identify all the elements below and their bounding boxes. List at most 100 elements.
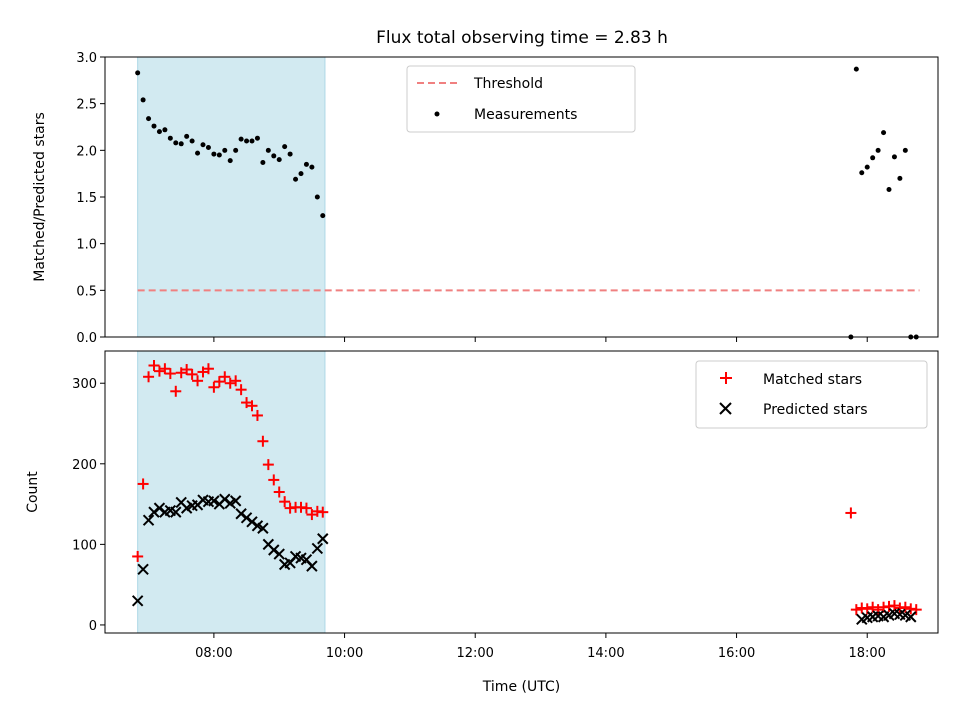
measurement-point (314, 194, 320, 200)
measurement-point (238, 136, 244, 142)
predicted-point (235, 508, 247, 520)
predicted-point (208, 495, 220, 507)
measurement-point (200, 142, 206, 148)
predicted-point (268, 544, 280, 556)
measurement-point (140, 97, 146, 103)
measurement-point (135, 70, 141, 76)
predicted-point (311, 542, 324, 555)
measurement-point (260, 159, 266, 165)
measurement-point (276, 157, 282, 163)
predicted-point (219, 493, 231, 505)
predicted-point (142, 514, 155, 526)
matched-stars-series (132, 360, 922, 616)
y-tick-label: 0.5 (76, 284, 97, 299)
legend-predicted-label: Predicted stars (763, 402, 868, 418)
x-tick-label: 12:00 (456, 646, 493, 661)
predicted-point (246, 516, 258, 528)
matched-point (279, 496, 291, 508)
y-tick-label: 100 (72, 538, 97, 553)
observing-span-top (137, 56, 326, 338)
matched-point (246, 400, 258, 412)
measurement-point (303, 161, 309, 167)
matched-point (164, 368, 176, 380)
measurement-point (293, 176, 299, 182)
ratio-legend-box (406, 65, 636, 133)
matched-point (230, 375, 242, 387)
legend-measurements-swatch (434, 111, 440, 117)
measurement-point (881, 130, 887, 136)
measurement-point (146, 116, 152, 122)
measurement-point (287, 151, 293, 157)
ratio-y-label: Matched/Predicted stars (32, 112, 48, 282)
matched-point (910, 604, 922, 616)
measurement-point (254, 135, 260, 141)
matched-point (202, 363, 214, 375)
matched-point (192, 375, 204, 387)
measurement-point (211, 151, 217, 157)
measurement-point (271, 153, 277, 159)
matched-point (186, 368, 198, 380)
matched-point (159, 363, 171, 375)
measurement-point (265, 147, 271, 153)
y-tick-label: 1.0 (76, 238, 97, 253)
count-y-axis: 0 100 200 300 (72, 377, 105, 634)
predicted-point (306, 560, 318, 572)
predicted-point (137, 563, 149, 576)
predicted-point (170, 506, 182, 518)
y-tick-label: 2.0 (76, 144, 97, 159)
matched-point (235, 384, 247, 396)
legend-measurements-label: Measurements (474, 107, 577, 123)
y-tick-label: 200 (72, 458, 97, 473)
measurement-point (173, 140, 179, 146)
measurement-point (222, 147, 228, 153)
x-tick-label: 16:00 (718, 646, 755, 661)
measurement-point (875, 147, 881, 153)
count-legend-box (695, 360, 928, 429)
measurement-point (178, 141, 184, 147)
y-tick-label: 1.5 (76, 191, 97, 206)
measurement-point (891, 154, 897, 160)
measurement-point (184, 133, 190, 139)
matched-point (170, 385, 182, 397)
count-panel: 0 100 200 300 08:00 10:00 12:00 14:00 16:00 18:0… (25, 350, 939, 695)
measurement-point (233, 147, 239, 153)
measurement-point (870, 155, 876, 161)
ratio-legend: Threshold Measurements (406, 65, 636, 133)
matched-point (181, 364, 193, 376)
matched-point (219, 371, 231, 383)
matched-point (137, 478, 149, 490)
predicted-point (317, 533, 329, 545)
ratio-y-axis: 0.0 0.5 1.0 1.5 2.0 2.5 3.0 (76, 51, 105, 346)
y-tick-label: 0 (89, 619, 97, 634)
predicted-point (131, 595, 144, 607)
count-y-label: Count (25, 471, 41, 513)
count-legend: Matched stars Predicted stars (695, 360, 928, 429)
x-tick-label: 14:00 (587, 646, 624, 661)
legend-matched-swatch (720, 372, 732, 384)
measurement-point (282, 144, 288, 150)
matched-point (317, 506, 329, 518)
measurement-point (162, 127, 168, 133)
measurement-point (249, 138, 255, 144)
matched-point (208, 381, 220, 393)
predicted-point (273, 548, 285, 560)
ratio-panel: 0.0 0.5 1.0 1.5 2.0 2.5 3.0 Matched/Predicted … (32, 51, 939, 346)
predicted-point (229, 495, 242, 507)
x-tick-label: 10:00 (326, 646, 363, 661)
legend-matched-label: Matched stars (763, 372, 862, 388)
observing-span-rect (137, 56, 326, 338)
measurement-point (189, 138, 195, 144)
measurement-point (309, 164, 315, 170)
legend-threshold-label: Threshold (473, 76, 543, 92)
measurement-point (151, 123, 157, 129)
matched-point (213, 376, 225, 388)
y-tick-label: 0.0 (76, 331, 97, 346)
measurement-point (859, 170, 865, 176)
matched-point (132, 550, 144, 562)
y-tick-label: 3.0 (76, 51, 97, 66)
measurement-point (195, 150, 201, 156)
y-tick-label: 2.5 (76, 98, 97, 113)
predicted-point (905, 611, 917, 623)
time-x-label: Time (UTC) (482, 679, 560, 695)
measurement-point (298, 171, 304, 177)
